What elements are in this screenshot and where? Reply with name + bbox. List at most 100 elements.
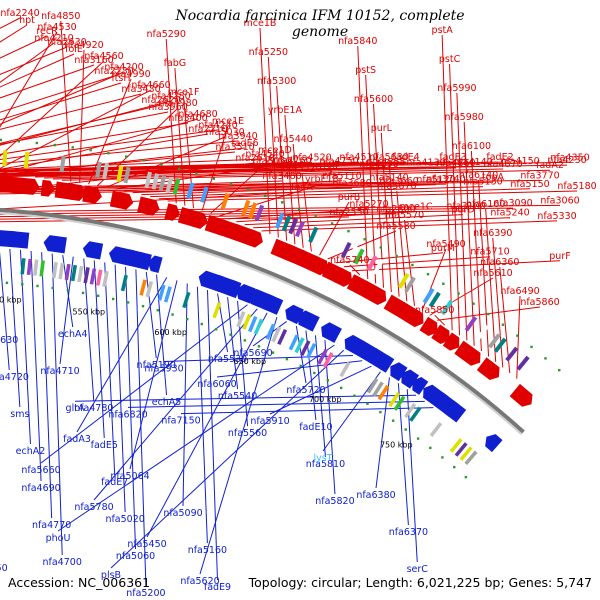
forward-gene-label: mce1E <box>212 116 244 127</box>
reverse-gene-labels: nfa2880nfa3240nfa2890nfa3280nfa2910nfa32… <box>0 329 428 599</box>
forward-connector <box>357 45 369 280</box>
forward-gene-label: nfa6360 <box>480 257 519 268</box>
forward-cds-arrow <box>109 190 134 210</box>
reverse-connector <box>0 251 10 371</box>
category-bar-fwd <box>464 316 478 332</box>
forward-cds-arrow <box>509 383 533 407</box>
category-bar-rev <box>409 406 422 422</box>
category-bar-rev <box>377 384 390 401</box>
forward-gene-label: nfa4510 <box>339 152 378 163</box>
forward-gene-label: nfa5670 <box>377 181 416 192</box>
forward-gene-label: nfa5240 <box>490 208 529 219</box>
forward-gene-label: nfa2800 <box>376 204 415 215</box>
track-dot <box>299 364 302 368</box>
forward-gene-label: nfa3430 <box>121 84 160 95</box>
track-dot <box>126 301 130 304</box>
forward-connector <box>449 63 461 336</box>
reverse-gene-label: nfa5620 <box>180 576 219 587</box>
category-bar-fwd <box>422 287 435 304</box>
forward-gene-label: nfa4090 <box>359 159 398 170</box>
kbp-label: 750 kbp <box>380 440 413 449</box>
forward-gene-label: folE <box>65 44 83 55</box>
forward-gene-label: nfa5710 <box>470 247 509 258</box>
reverse-gene-label: fadE5 <box>91 440 118 451</box>
forward-cds-arrow <box>476 357 500 381</box>
forward-connector <box>388 161 400 297</box>
reverse-gene-label: fadE10 <box>299 422 332 433</box>
track-dot <box>264 194 267 198</box>
category-bar-rev <box>253 318 264 335</box>
forward-connector <box>434 314 446 326</box>
forward-gene-label: nfa4760 <box>272 155 311 166</box>
reverse-gene-label: phoU <box>46 533 71 544</box>
forward-gene-label: nfa5860 <box>520 297 559 308</box>
category-bar-rev <box>393 395 406 411</box>
forward-connector <box>60 20 72 182</box>
forward-connector <box>267 56 279 238</box>
forward-cds-arrow <box>12 177 40 195</box>
forward-connector <box>463 121 475 346</box>
forward-connector <box>499 266 511 374</box>
reverse-gene-label: gltA <box>66 403 85 414</box>
category-bar-rev <box>404 402 417 419</box>
reverse-connector <box>30 250 42 482</box>
forward-gene-label: nfa4130 <box>406 158 445 169</box>
forward-gene-label: fadE2 <box>486 152 513 163</box>
forward-gene-label: nfa5600 <box>354 94 393 105</box>
forward-gene-label: fadE3 <box>439 152 466 163</box>
forward-gene-label: fadE6 <box>231 138 258 149</box>
forward-gene-label: mce1B <box>244 18 277 29</box>
forward-gene-label: nfa5150 <box>510 179 549 190</box>
reverse-cds-arrow <box>485 434 503 453</box>
category-bar-fwd <box>116 165 124 182</box>
forward-gene-label: folP <box>323 160 341 171</box>
category-bar-fwd <box>308 226 319 243</box>
forward-connector <box>276 85 288 241</box>
track-dot <box>441 456 444 459</box>
track-dot <box>558 368 561 372</box>
reverse-connector <box>227 297 239 390</box>
forward-gene-label: nfa4210 <box>34 33 73 44</box>
forward-gene-label: nfa2550 <box>329 207 368 218</box>
forward-gene-label: nfa2620 <box>141 95 180 106</box>
reverse-connector <box>110 349 345 569</box>
forward-connector <box>516 295 521 379</box>
reverse-cds-arrow <box>260 293 284 315</box>
forward-connector <box>0 161 360 171</box>
reverse-gene-label: nfa5910 <box>250 416 289 427</box>
category-bar-rev <box>317 349 328 365</box>
reverse-connector <box>127 400 425 408</box>
category-bar-rev <box>52 261 58 279</box>
forward-gene-label: nfa5130 <box>463 177 502 188</box>
forward-gene-label: nfa3090 <box>493 198 532 209</box>
forward-gene-label: nfa3960 <box>148 102 187 113</box>
forward-gene-label: nfa6390 <box>473 228 512 239</box>
category-bar-rev <box>322 352 334 368</box>
forward-cds-arrow <box>244 228 263 248</box>
reverse-cds-arrow <box>444 400 467 423</box>
forward-gene-label: nfa2230 <box>94 66 133 77</box>
forward-gene-label: fadE4 <box>392 152 419 163</box>
track-dot <box>285 357 289 361</box>
forward-gene-label: nfa5630 <box>369 152 408 163</box>
track-dot <box>215 328 218 331</box>
forward-gene-label: pstC <box>439 54 461 65</box>
forward-gene-label: nfa3160 <box>74 55 113 66</box>
track-dot <box>212 177 216 180</box>
forward-gene-label: purL <box>371 123 393 134</box>
category-bar-rev <box>449 438 463 453</box>
track-dot <box>186 317 189 321</box>
track-dot <box>35 141 39 145</box>
forward-connector <box>61 169 551 181</box>
category-bar-fwd <box>428 291 441 308</box>
forward-gene-label: nfa5140 <box>369 173 408 184</box>
forward-connector <box>0 133 209 170</box>
category-bar-rev <box>145 281 154 298</box>
reverse-cds-arrow <box>4 230 30 249</box>
category-bar-fwd <box>398 272 410 289</box>
category-bar-rev <box>89 268 97 285</box>
track-dot <box>347 229 350 233</box>
forward-gene-label: nfa4010 <box>265 160 304 171</box>
reverse-connector <box>145 271 157 359</box>
